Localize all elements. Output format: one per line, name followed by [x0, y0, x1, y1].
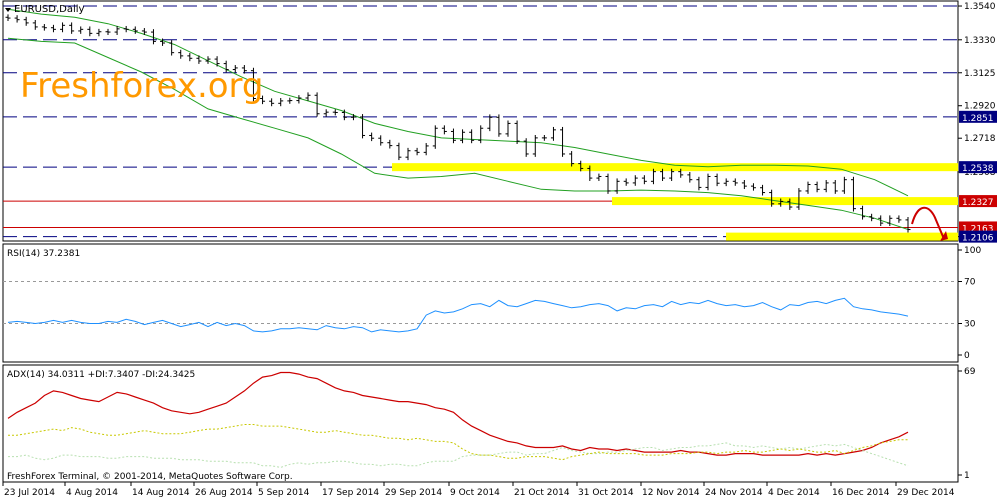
price-tag-label: 1.2327: [962, 198, 994, 208]
time-axis-label: 31 Oct 2014: [578, 488, 634, 498]
price-tag-label: 1.2163: [962, 224, 994, 234]
price-axis-label: 1.3540: [964, 2, 996, 12]
plus-di-line: [8, 442, 909, 468]
price-axis-label: 1.3330: [964, 36, 996, 46]
rsi-pane: 100 70 30 0: [3, 246, 981, 361]
price-axis-label: 1.2718: [964, 134, 996, 144]
copyright-text: FreshForex Terminal, © 2001-2014, MetaQu…: [7, 472, 293, 482]
time-axis-label: 21 Oct 2014: [514, 488, 570, 498]
adx-pane-frame: [2, 364, 959, 483]
time-axis-label: 23 Jul 2014: [4, 488, 55, 498]
symbol-dropdown-icon[interactable]: [5, 8, 11, 12]
price-tag-label: 1.2106: [962, 234, 994, 244]
time-axis-label: 4 Dec 2014: [768, 488, 820, 498]
time-axis-label: 29 Dec 2014: [897, 488, 955, 498]
support-resistance-zone: [612, 197, 958, 206]
bollinger-lower-line: [7, 37, 909, 230]
rsi-title: RSI(14) 37.2381: [7, 249, 80, 259]
rsi-axis-label: 100: [964, 246, 981, 256]
adx-pane: 69 1: [7, 367, 976, 481]
support-resistance-zone: [392, 163, 958, 172]
watermark-logo: Freshforex.org: [20, 66, 264, 106]
price-axis-label: 1.2920: [964, 102, 996, 112]
price-tag-label: 1.2851: [962, 114, 994, 124]
rsi-line: [7, 297, 909, 333]
price-tag-bg: [959, 221, 997, 234]
bollinger-bands: [7, 8, 909, 230]
time-axis-label: 12 Nov 2014: [642, 488, 700, 498]
rsi-axis-label: 70: [964, 278, 976, 288]
time-axis-label: 29 Sep 2014: [385, 488, 442, 498]
rsi-axis-label: 0: [964, 351, 970, 361]
adx-line: [7, 371, 909, 456]
rsi-axis-label: 30: [964, 320, 976, 330]
price-pane-frame: [2, 0, 959, 242]
support-resistance-zone: [726, 232, 958, 241]
price-tag-bg: [959, 110, 997, 123]
rsi-pane-frame: [2, 243, 959, 363]
time-axis-label: 14 Aug 2014: [132, 488, 190, 498]
price-tag-bg: [959, 230, 997, 243]
time-axis: 23 Jul 2014 4 Aug 2014 14 Aug 2014 26 Aug 2…: [2, 482, 955, 498]
time-axis-label: 26 Aug 2014: [195, 488, 253, 498]
time-axis-label: 9 Oct 2014: [450, 488, 500, 498]
time-axis-label: 16 Dec 2014: [832, 488, 890, 498]
time-axis-label: 24 Nov 2014: [705, 488, 763, 498]
chart-title: EURUSD,Daily: [14, 4, 85, 15]
price-tag-bg: [959, 161, 997, 174]
bollinger-upper-line: [7, 8, 909, 197]
support-resistance-zones: [392, 163, 958, 241]
adx-axis-label: 69: [964, 367, 976, 377]
forecast-arrow-icon: [911, 206, 945, 240]
forecast-arrowhead-icon: [940, 231, 948, 241]
price-tag-bg: [959, 195, 997, 208]
time-axis-label: 5 Sep 2014: [258, 488, 310, 498]
price-axis-label: 1.3125: [964, 69, 996, 79]
price-bars: [5, 14, 911, 233]
adx-axis-label: 1: [964, 471, 970, 481]
time-axis-label: 17 Sep 2014: [322, 488, 379, 498]
price-tag-label: 1.2538: [962, 164, 994, 174]
minus-di-line: [8, 424, 908, 461]
adx-title: ADX(14) 34.0311 +DI:7.3407 -DI:24.3425: [7, 370, 195, 380]
time-axis-label: 4 Aug 2014: [66, 488, 118, 498]
